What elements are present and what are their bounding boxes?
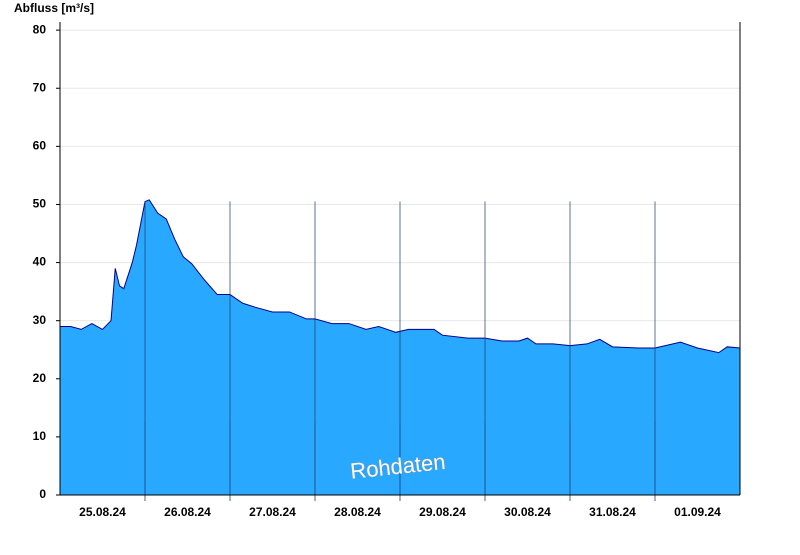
x-tick-label: 30.08.24 xyxy=(504,505,551,519)
x-tick-label: 01.09.24 xyxy=(674,505,721,519)
x-tick-label: 31.08.24 xyxy=(589,505,636,519)
x-tick-label: 25.08.24 xyxy=(79,505,126,519)
x-tick-label: 29.08.24 xyxy=(419,505,466,519)
y-tick-label: 50 xyxy=(33,197,47,211)
x-tick-label: 26.08.24 xyxy=(164,505,211,519)
x-tick-label: 28.08.24 xyxy=(334,505,381,519)
y-tick-label: 30 xyxy=(33,313,47,327)
chart-title: Abfluss [m³/s] xyxy=(14,1,94,15)
y-tick-label: 80 xyxy=(33,22,47,36)
y-tick-label: 40 xyxy=(33,255,47,269)
x-tick-label: 27.08.24 xyxy=(249,505,296,519)
y-tick-label: 60 xyxy=(33,139,47,153)
y-tick-label: 0 xyxy=(39,487,46,501)
y-tick-label: 70 xyxy=(33,80,47,94)
y-tick-label: 10 xyxy=(33,429,47,443)
y-tick-label: 20 xyxy=(33,371,47,385)
